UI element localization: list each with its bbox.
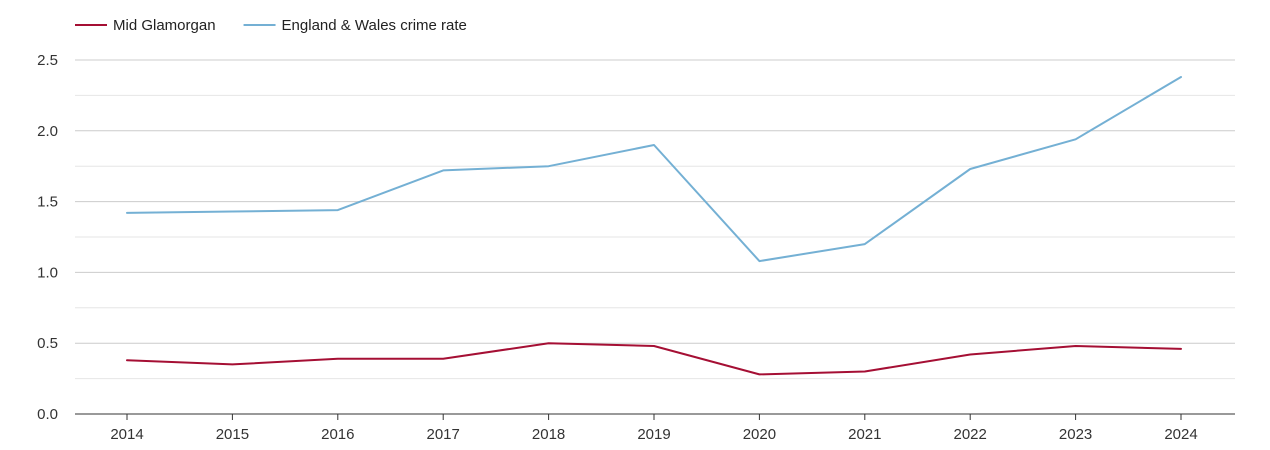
x-tick-label: 2017	[427, 426, 460, 443]
x-tick-label: 2024	[1164, 426, 1197, 443]
series	[126, 76, 1182, 376]
x-tick-label: 2014	[110, 426, 143, 443]
y-tick-label: 2.5	[37, 52, 58, 69]
x-tick-label: 2021	[848, 426, 881, 443]
y-tick-label: 1.5	[37, 194, 58, 211]
x-tick-label: 2019	[637, 426, 670, 443]
x-tick-label: 2023	[1059, 426, 1092, 443]
series-line-england-wales-crime-rate	[126, 76, 1182, 263]
y-tick-label: 2.0	[37, 123, 58, 140]
x-tick-label: 2015	[216, 426, 249, 443]
axes: 0.0 0.5 1.0 1.5 2.0 2.5 2014 2015 2016 2017 2018 20…	[37, 52, 1235, 443]
y-tick-label: 0.5	[37, 335, 58, 352]
y-tick-label: 0.0	[37, 406, 58, 423]
x-tick-label: 2022	[954, 426, 987, 443]
x-tick-label: 2020	[743, 426, 776, 443]
x-tick-label: 2016	[321, 426, 354, 443]
x-tick-label: 2018	[532, 426, 565, 443]
legend-label: Mid Glamorgan	[113, 17, 216, 34]
legend: Mid Glamorgan England & Wales crime rate	[75, 17, 467, 34]
legend-label: England & Wales crime rate	[282, 17, 467, 34]
series-line-mid-glamorgan	[126, 342, 1182, 376]
grid	[75, 59, 1235, 380]
y-tick-label: 1.0	[37, 264, 58, 281]
